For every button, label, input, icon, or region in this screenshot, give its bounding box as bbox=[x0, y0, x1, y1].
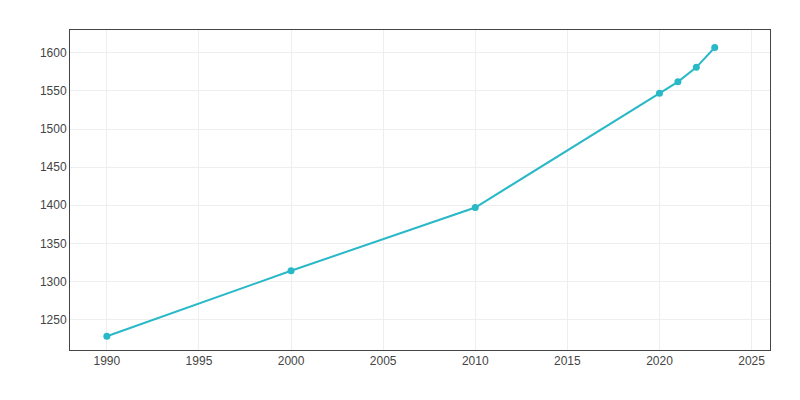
svg-text:2025: 2025 bbox=[738, 354, 765, 368]
svg-text:1250: 1250 bbox=[40, 313, 67, 327]
svg-text:2005: 2005 bbox=[370, 354, 397, 368]
svg-text:1450: 1450 bbox=[40, 160, 67, 174]
svg-text:2020: 2020 bbox=[646, 354, 673, 368]
svg-text:1990: 1990 bbox=[93, 354, 120, 368]
svg-text:2000: 2000 bbox=[278, 354, 305, 368]
svg-text:1500: 1500 bbox=[40, 122, 67, 136]
svg-text:1550: 1550 bbox=[40, 84, 67, 98]
svg-text:1350: 1350 bbox=[40, 237, 67, 251]
svg-text:1400: 1400 bbox=[40, 198, 67, 212]
svg-text:1300: 1300 bbox=[40, 275, 67, 289]
svg-text:2010: 2010 bbox=[462, 354, 489, 368]
svg-text:2015: 2015 bbox=[554, 354, 581, 368]
svg-text:1995: 1995 bbox=[186, 354, 213, 368]
svg-text:1600: 1600 bbox=[40, 46, 67, 60]
